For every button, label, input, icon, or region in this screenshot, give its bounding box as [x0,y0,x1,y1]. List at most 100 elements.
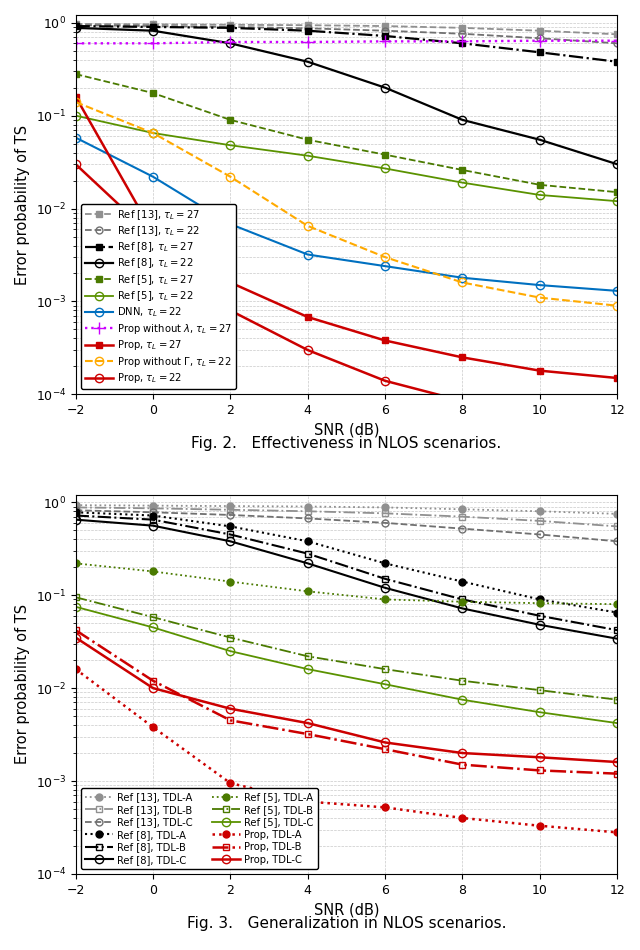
Prop without $\Gamma$, $\tau_L = 22$ [72,96,79,107]
Ref [13], TDL-A [613,508,621,520]
Ref [5], TDL-C [536,707,543,718]
Ref [5], $\tau_L = 22$ [149,127,157,139]
Line: Prop without $\lambda$, $\tau_L = 27$: Prop without $\lambda$, $\tau_L = 27$ [70,35,623,48]
Ref [5], TDL-B [459,675,467,687]
Ref [8], $\tau_L = 22$ [459,114,467,125]
Prop, $\tau_L = 22$ [149,231,157,242]
Prop without $\lambda$, $\tau_L = 27$ [613,35,621,47]
Ref [8], TDL-C [381,582,389,594]
Prop, TDL-B [149,675,157,687]
Prop, TDL-C [381,737,389,749]
Y-axis label: Error probability of TS: Error probability of TS [15,124,30,285]
Prop, TDL-C [149,682,157,694]
Prop, TDL-A [149,721,157,732]
Ref [13], $\tau_L = 22$ [459,28,467,40]
DNN, $\tau_L = 22$ [149,171,157,182]
Ref [8], $\tau_L = 27$ [536,47,543,58]
Ref [13], TDL-A [459,504,467,515]
Prop, TDL-A [304,796,312,808]
Ref [13], TDL-B [304,505,312,517]
Ref [5], $\tau_L = 22$ [72,110,79,122]
Ref [5], TDL-B [72,592,79,603]
Ref [13], TDL-C [459,522,467,534]
Prop without $\lambda$, $\tau_L = 27$ [227,36,234,48]
Ref [13], $\tau_L = 27$ [536,25,543,36]
Ref [13], $\tau_L = 27$ [149,19,157,30]
Prop, TDL-C [304,717,312,729]
Line: Ref [5], TDL-B: Ref [5], TDL-B [72,594,621,703]
Prop, TDL-C [613,756,621,768]
Ref [5], $\tau_L = 22$ [227,140,234,151]
Line: Ref [5], $\tau_L = 27$: Ref [5], $\tau_L = 27$ [72,70,621,196]
Ref [13], TDL-C [381,517,389,528]
Ref [8], TDL-C [227,536,234,547]
Line: Ref [5], TDL-A: Ref [5], TDL-A [72,560,621,608]
Ref [8], TDL-C [459,602,467,614]
Ref [5], $\tau_L = 27$ [304,134,312,145]
Line: Ref [13], TDL-B: Ref [13], TDL-B [72,504,621,530]
Line: Prop, TDL-C: Prop, TDL-C [72,634,621,767]
Ref [8], $\tau_L = 27$ [613,56,621,67]
Ref [5], TDL-B [227,632,234,643]
Prop, TDL-A [459,812,467,824]
Line: Prop, TDL-A: Prop, TDL-A [72,666,621,836]
Ref [8], $\tau_L = 27$ [149,21,157,32]
Ref [13], $\tau_L = 22$ [381,25,389,36]
Ref [13], $\tau_L = 22$ [536,32,543,44]
Ref [13], $\tau_L = 22$ [227,21,234,32]
Ref [5], TDL-C [304,663,312,674]
Prop, $\tau_L = 22$ [72,159,79,170]
Line: Ref [5], TDL-C: Ref [5], TDL-C [72,602,621,728]
Ref [5], TDL-C [227,645,234,656]
Ref [13], $\tau_L = 27$ [304,20,312,31]
Ref [13], TDL-A [381,502,389,513]
Prop without $\Gamma$, $\tau_L = 22$ [381,252,389,263]
Ref [8], TDL-A [72,506,79,518]
Line: Ref [8], TDL-A: Ref [8], TDL-A [72,509,621,616]
Ref [13], $\tau_L = 27$ [381,20,389,31]
Ref [8], $\tau_L = 22$ [227,38,234,49]
Ref [5], TDL-C [149,621,157,633]
Line: Ref [8], TDL-C: Ref [8], TDL-C [72,516,621,643]
Prop without $\lambda$, $\tau_L = 27$ [459,36,467,48]
Prop without $\Gamma$, $\tau_L = 22$ [227,171,234,182]
Ref [5], TDL-A [613,598,621,610]
Ref [5], TDL-C [381,678,389,690]
Ref [5], TDL-C [459,694,467,706]
Text: Fig. 3.   Generalization in NLOS scenarios.: Fig. 3. Generalization in NLOS scenarios… [187,916,506,931]
Ref [8], TDL-B [149,514,157,525]
DNN, $\tau_L = 22$ [227,218,234,230]
Ref [8], TDL-B [381,573,389,584]
Line: Ref [13], $\tau_L = 22$: Ref [13], $\tau_L = 22$ [72,22,621,47]
Ref [5], TDL-B [536,684,543,695]
Ref [13], TDL-B [459,511,467,522]
Prop, TDL-B [613,768,621,779]
Prop, TDL-B [72,624,79,636]
Ref [8], $\tau_L = 22$ [536,134,543,145]
Ref [5], $\tau_L = 22$ [613,196,621,207]
Ref [8], $\tau_L = 27$ [381,30,389,42]
Prop without $\lambda$, $\tau_L = 27$ [381,36,389,48]
Ref [8], $\tau_L = 27$ [227,22,234,33]
Ref [5], $\tau_L = 27$ [536,180,543,191]
Prop without $\lambda$, $\tau_L = 27$ [72,38,79,49]
Ref [5], $\tau_L = 27$ [459,164,467,176]
Ref [13], TDL-A [72,500,79,511]
Prop, TDL-A [613,826,621,838]
Prop, $\tau_L = 22$ [459,395,467,407]
Ref [5], $\tau_L = 22$ [381,162,389,174]
Line: Prop, $\tau_L = 27$: Prop, $\tau_L = 27$ [72,93,621,382]
Prop without $\Gamma$, $\tau_L = 22$ [536,292,543,303]
Ref [8], TDL-B [227,529,234,541]
Line: Ref [8], $\tau_L = 22$: Ref [8], $\tau_L = 22$ [72,24,621,168]
Ref [13], $\tau_L = 22$ [304,23,312,34]
Prop, $\tau_L = 22$ [304,344,312,355]
DNN, $\tau_L = 22$ [613,285,621,296]
Prop, TDL-A [227,777,234,788]
Ref [5], TDL-C [613,717,621,729]
Ref [5], $\tau_L = 22$ [304,150,312,162]
Prop, TDL-A [72,663,79,674]
Prop, $\tau_L = 27$ [304,312,312,323]
Prop without $\Gamma$, $\tau_L = 22$ [304,220,312,232]
Prop, $\tau_L = 22$ [613,413,621,425]
